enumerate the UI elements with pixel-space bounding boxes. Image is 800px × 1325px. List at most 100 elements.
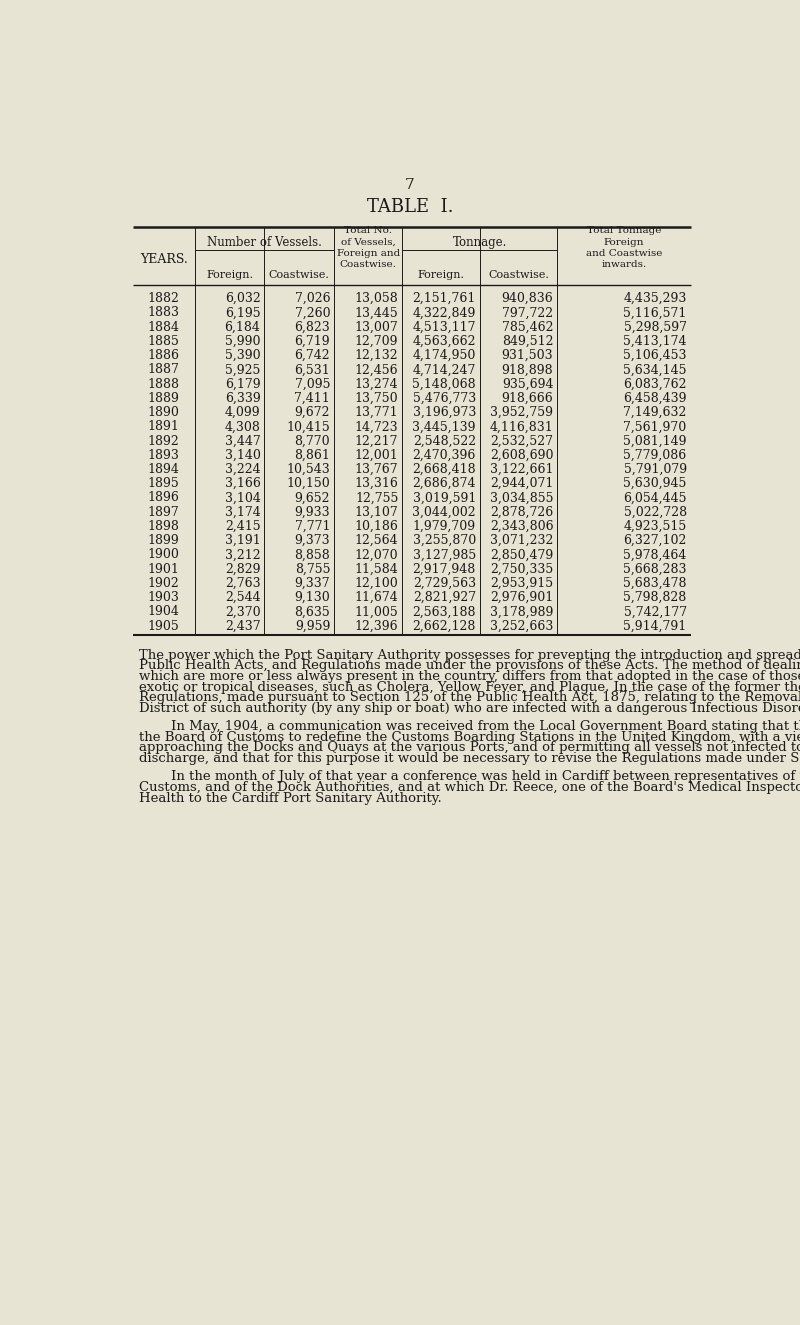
Text: 5,390: 5,390: [225, 348, 261, 362]
Text: 10,150: 10,150: [286, 477, 330, 490]
Text: 2,878,726: 2,878,726: [490, 506, 554, 519]
Text: 2,151,761: 2,151,761: [413, 292, 476, 305]
Text: 2,437: 2,437: [225, 620, 261, 633]
Text: 13,107: 13,107: [354, 506, 398, 519]
Text: 4,308: 4,308: [225, 420, 261, 433]
Text: 931,503: 931,503: [502, 348, 554, 362]
Text: 5,925: 5,925: [225, 363, 261, 376]
Text: 1882: 1882: [148, 292, 179, 305]
Text: 3,174: 3,174: [225, 506, 261, 519]
Text: 9,672: 9,672: [294, 405, 330, 419]
Text: 5,081,149: 5,081,149: [623, 435, 686, 448]
Text: 4,435,293: 4,435,293: [623, 292, 686, 305]
Text: 2,470,396: 2,470,396: [413, 449, 476, 461]
Text: 3,178,989: 3,178,989: [490, 606, 554, 619]
Text: 5,791,079: 5,791,079: [623, 462, 686, 476]
Text: 12,709: 12,709: [355, 335, 398, 347]
Text: 3,445,139: 3,445,139: [412, 420, 476, 433]
Text: 6,719: 6,719: [294, 335, 330, 347]
Text: Total No.
of Vessels,
Foreign and
Coastwise.: Total No. of Vessels, Foreign and Coastw…: [337, 227, 400, 269]
Text: 6,458,439: 6,458,439: [623, 392, 686, 404]
Text: 4,563,662: 4,563,662: [412, 335, 476, 347]
Text: 5,476,773: 5,476,773: [413, 392, 476, 404]
Text: 5,634,145: 5,634,145: [623, 363, 686, 376]
Text: 2,415: 2,415: [225, 519, 261, 533]
Text: 6,083,762: 6,083,762: [623, 378, 686, 391]
Text: 13,750: 13,750: [354, 392, 398, 404]
Text: 6,032: 6,032: [225, 292, 261, 305]
Text: The power which the Port Sanitary Authority possesses for preventing the introdu: The power which the Port Sanitary Author…: [138, 649, 800, 661]
Text: 3,447: 3,447: [225, 435, 261, 448]
Text: 2,976,901: 2,976,901: [490, 591, 554, 604]
Text: 13,274: 13,274: [354, 378, 398, 391]
Text: 935,694: 935,694: [502, 378, 554, 391]
Text: 2,608,690: 2,608,690: [490, 449, 554, 461]
Text: 1897: 1897: [148, 506, 179, 519]
Text: 3,252,663: 3,252,663: [490, 620, 554, 633]
Text: 918,898: 918,898: [502, 363, 554, 376]
Text: 1904: 1904: [148, 606, 179, 619]
Text: 8,755: 8,755: [294, 563, 330, 576]
Text: 849,512: 849,512: [502, 335, 554, 347]
Text: 1900: 1900: [148, 549, 179, 562]
Text: 5,798,828: 5,798,828: [623, 591, 686, 604]
Text: 5,630,945: 5,630,945: [623, 477, 686, 490]
Text: 1883: 1883: [147, 306, 179, 319]
Text: 6,327,102: 6,327,102: [623, 534, 686, 547]
Text: 3,019,591: 3,019,591: [413, 492, 476, 505]
Text: exotic or tropical diseases, such as Cholera, Yellow Fever, and Plague. In the c: exotic or tropical diseases, such as Cho…: [138, 681, 800, 693]
Text: 3,224: 3,224: [225, 462, 261, 476]
Text: 5,978,464: 5,978,464: [623, 549, 686, 562]
Text: 6,742: 6,742: [294, 348, 330, 362]
Text: the Board of Customs to redefine the Customs Boarding Stations in the United Kin: the Board of Customs to redefine the Cus…: [138, 731, 800, 743]
Text: TABLE  I.: TABLE I.: [366, 197, 454, 216]
Text: In May, 1904, a communication was received from the Local Government Board stati: In May, 1904, a communication was receiv…: [171, 721, 800, 733]
Text: 1893: 1893: [148, 449, 179, 461]
Text: 2,750,335: 2,750,335: [490, 563, 554, 576]
Text: 797,722: 797,722: [502, 306, 554, 319]
Text: 12,396: 12,396: [354, 620, 398, 633]
Text: 11,674: 11,674: [354, 591, 398, 604]
Text: Foreign.: Foreign.: [206, 270, 253, 281]
Text: 13,007: 13,007: [354, 321, 398, 334]
Text: 2,668,418: 2,668,418: [412, 462, 476, 476]
Text: 7,260: 7,260: [294, 306, 330, 319]
Text: 5,683,478: 5,683,478: [623, 576, 686, 590]
Text: 1895: 1895: [148, 477, 179, 490]
Text: 7,095: 7,095: [294, 378, 330, 391]
Text: 12,564: 12,564: [354, 534, 398, 547]
Text: 9,337: 9,337: [294, 576, 330, 590]
Text: 3,104: 3,104: [225, 492, 261, 505]
Text: 10,543: 10,543: [286, 462, 330, 476]
Text: 6,179: 6,179: [225, 378, 261, 391]
Text: Foreign.: Foreign.: [418, 270, 465, 281]
Text: 3,952,759: 3,952,759: [490, 405, 554, 419]
Text: 9,959: 9,959: [294, 620, 330, 633]
Text: 3,212: 3,212: [225, 549, 261, 562]
Text: 1901: 1901: [148, 563, 179, 576]
Text: 7,561,970: 7,561,970: [623, 420, 686, 433]
Text: 1894: 1894: [148, 462, 179, 476]
Text: 2,370: 2,370: [225, 606, 261, 619]
Text: approaching the Docks and Quays at the various Ports, and of permitting all vess: approaching the Docks and Quays at the v…: [138, 742, 800, 754]
Text: 2,917,948: 2,917,948: [413, 563, 476, 576]
Text: 1885: 1885: [148, 335, 179, 347]
Text: 5,742,177: 5,742,177: [623, 606, 686, 619]
Text: 11,005: 11,005: [354, 606, 398, 619]
Text: 5,990: 5,990: [225, 335, 261, 347]
Text: 9,933: 9,933: [294, 506, 330, 519]
Text: 1888: 1888: [147, 378, 179, 391]
Text: 8,858: 8,858: [294, 549, 330, 562]
Text: discharge, and that for this purpose it would be necessary to revise the Regulat: discharge, and that for this purpose it …: [138, 753, 800, 765]
Text: 8,635: 8,635: [294, 606, 330, 619]
Text: 1905: 1905: [148, 620, 179, 633]
Text: 5,298,597: 5,298,597: [624, 321, 686, 334]
Text: 6,531: 6,531: [294, 363, 330, 376]
Text: 3,127,985: 3,127,985: [413, 549, 476, 562]
Text: 7,026: 7,026: [294, 292, 330, 305]
Text: 1891: 1891: [148, 420, 179, 433]
Text: 4,513,117: 4,513,117: [412, 321, 476, 334]
Text: Number of Vessels.: Number of Vessels.: [207, 236, 322, 249]
Text: 5,779,086: 5,779,086: [623, 449, 686, 461]
Text: Public Health Acts, and Regulations made under the provisions of these Acts. The: Public Health Acts, and Regulations made…: [138, 660, 800, 672]
